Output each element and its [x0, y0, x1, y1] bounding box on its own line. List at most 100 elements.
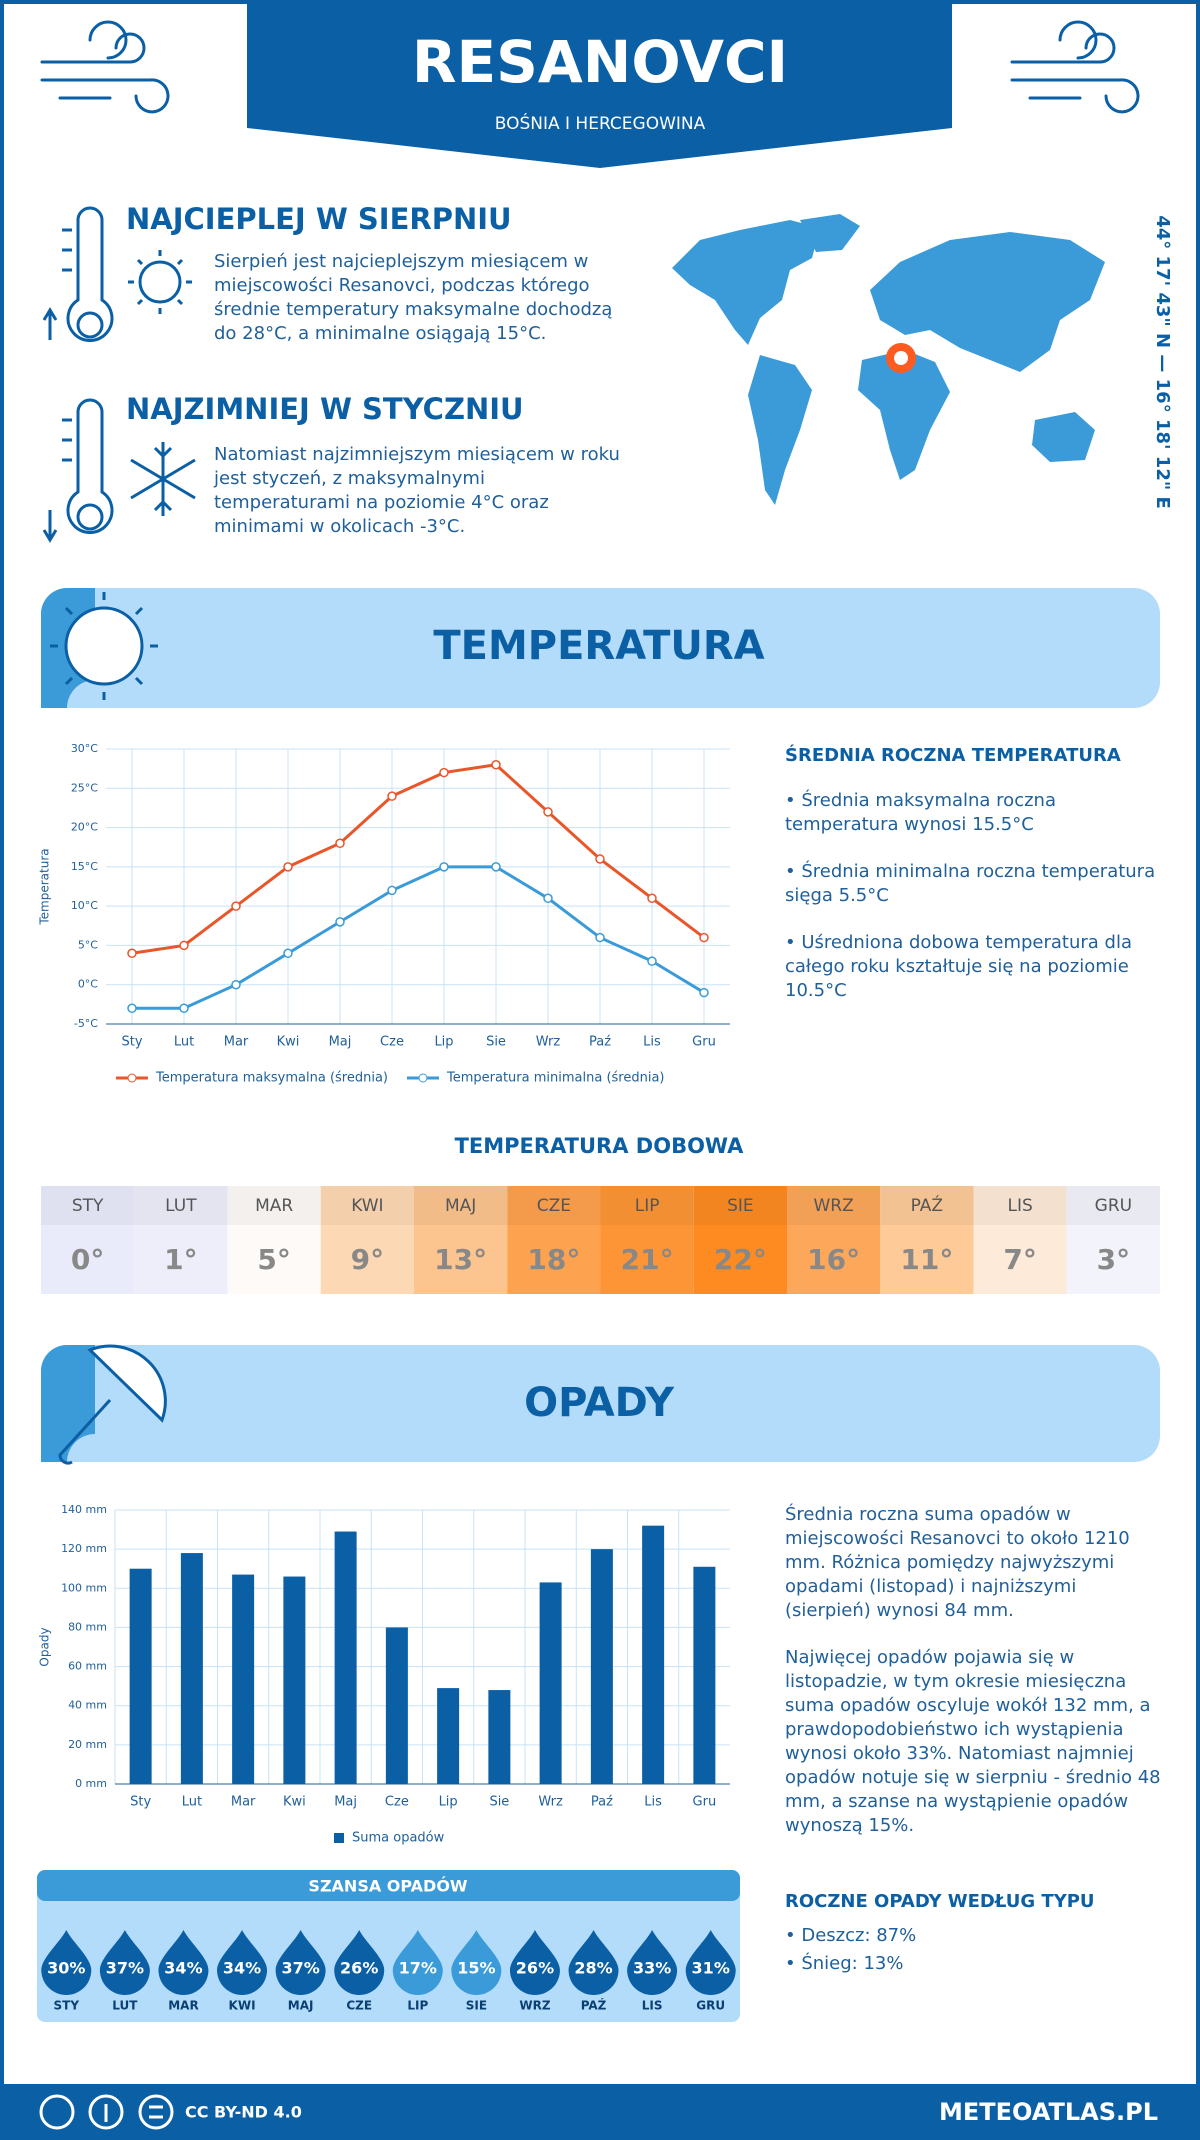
- daily-value: 18°: [527, 1243, 580, 1276]
- y-tick-label: 20 mm: [68, 1738, 107, 1751]
- bar: [488, 1690, 511, 1784]
- month-cell: [320, 1186, 414, 1225]
- drop-value: 17%: [399, 1959, 437, 1978]
- legend-label: Temperatura minimalna (średnia): [446, 1071, 664, 1086]
- y-tick-label: 60 mm: [68, 1660, 107, 1673]
- x-tick-label: Maj: [334, 1795, 357, 1810]
- point: [127, 1003, 137, 1014]
- x-tick-label: Sty: [130, 1795, 151, 1810]
- daily-value: 1°: [164, 1243, 197, 1276]
- bar: [693, 1566, 716, 1784]
- month-shade: [414, 1186, 508, 1225]
- drop-month: MAJ: [288, 1999, 314, 2013]
- x-tick-label: Gru: [693, 1795, 717, 1810]
- section-banner: [41, 1345, 1160, 1462]
- month-label: KWI: [351, 1196, 383, 1216]
- coldest-title: NAJZIMNIEJ W STYCZNIU: [126, 392, 524, 426]
- point: [387, 791, 397, 801]
- month-shade: [320, 1186, 414, 1225]
- x-tick-label: Sty: [121, 1035, 142, 1050]
- umbrella-icon: [58, 1344, 167, 1465]
- drop: [451, 1930, 502, 1995]
- value-cell: [787, 1225, 881, 1294]
- month-shade: [507, 1186, 601, 1225]
- value-cell: [134, 1225, 228, 1294]
- x-tick-label: Gru: [692, 1035, 716, 1050]
- point: [335, 917, 345, 927]
- summary-item: • Średnia maksymalna roczna temperatura …: [785, 790, 1056, 835]
- y-tick-label: 80 mm: [68, 1620, 107, 1633]
- drop: [568, 1930, 619, 1995]
- legend-label: Suma opadów: [352, 1831, 445, 1846]
- month-shade: [880, 1186, 974, 1225]
- warmest-title: NAJCIEPLEJ W SIERPNIU: [126, 202, 512, 236]
- legend-label: Temperatura maksymalna (średnia): [155, 1071, 388, 1086]
- point: [179, 1003, 189, 1014]
- month-cell: [880, 1186, 974, 1225]
- y-tick-label: 0 mm: [75, 1777, 107, 1790]
- value-cell: [973, 1225, 1067, 1294]
- drop: [99, 1930, 150, 1995]
- daily-value: 16°: [807, 1243, 860, 1276]
- value-cell: [320, 1225, 414, 1294]
- bar: [334, 1531, 357, 1784]
- drop-value: 26%: [340, 1959, 378, 1978]
- x-tick-label: Paź: [589, 1035, 611, 1050]
- header-banner: [247, 0, 952, 168]
- month-cell: [134, 1186, 228, 1225]
- summary-title: ŚREDNIA ROCZNA TEMPERATURA: [785, 745, 1121, 766]
- daily-value: 13°: [434, 1243, 487, 1276]
- month-label: MAR: [255, 1196, 293, 1216]
- drop-value: 30%: [47, 1959, 85, 1978]
- y-tick-label: 120 mm: [61, 1542, 107, 1555]
- point: [491, 862, 501, 872]
- value-cell: [1066, 1225, 1160, 1294]
- drop: [217, 1930, 268, 1995]
- value-cell: [414, 1225, 508, 1294]
- drop: [685, 1930, 736, 1995]
- drop-value: 37%: [281, 1959, 319, 1978]
- point: [699, 987, 709, 998]
- value-cell: [227, 1225, 321, 1294]
- drop: [509, 1930, 560, 1995]
- drop: [158, 1930, 209, 1995]
- world-map: [672, 214, 1105, 505]
- month-cell: [693, 1186, 787, 1225]
- drop-value: 15%: [457, 1959, 495, 1978]
- bar: [180, 1553, 203, 1784]
- wind-icons: [40, 20, 1140, 114]
- x-tick-label: Kwi: [283, 1795, 306, 1810]
- legend-dot: [418, 1073, 428, 1083]
- point: [543, 807, 553, 817]
- drop-month: WRZ: [519, 1999, 550, 2013]
- types-item: • Śnieg: 13%: [785, 1953, 904, 1974]
- y-tick-label: 25°C: [71, 781, 98, 794]
- daily-value: 11°: [900, 1243, 953, 1276]
- point: [491, 759, 501, 770]
- x-tick-label: Lut: [174, 1035, 194, 1050]
- y-tick-label: -5°C: [74, 1017, 98, 1030]
- point: [439, 767, 449, 778]
- point: [283, 948, 293, 959]
- drop-month: CZE: [346, 1999, 372, 2013]
- value-cell: [693, 1225, 787, 1294]
- bar: [129, 1568, 152, 1784]
- drop: [275, 1930, 326, 1995]
- month-shade: [693, 1186, 787, 1225]
- x-tick-label: Lip: [434, 1035, 453, 1050]
- thermo-icons: [42, 206, 196, 543]
- month-cell: [414, 1186, 508, 1225]
- series-line: [131, 763, 705, 955]
- y-tick-label: 0°C: [78, 978, 98, 991]
- y-tick-label: 40 mm: [68, 1699, 107, 1712]
- summary-item: • Uśredniona dobowa temperatura dla całe…: [785, 932, 1133, 1001]
- drop: [334, 1930, 385, 1995]
- drop: [41, 1930, 92, 1995]
- x-tick-label: Sie: [486, 1035, 506, 1050]
- daily-value: 3°: [1097, 1243, 1130, 1276]
- point: [335, 838, 345, 849]
- bar: [437, 1688, 460, 1784]
- summary-item: • Średnia minimalna roczna temperatura s…: [785, 861, 1156, 906]
- legend-swatch: [334, 1833, 344, 1843]
- drop-month: MAR: [168, 1999, 198, 2013]
